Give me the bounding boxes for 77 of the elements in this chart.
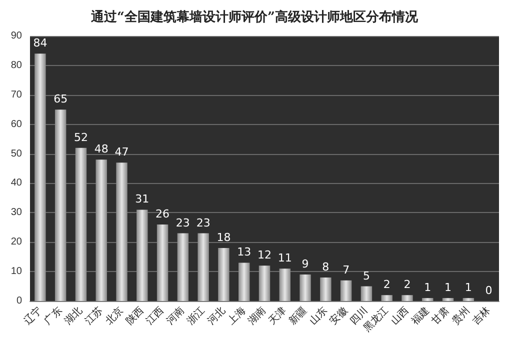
x-tick-label: 广东: [42, 304, 64, 328]
bar: [34, 54, 46, 301]
x-tick-label: 山西: [388, 304, 412, 328]
x-tick-label: 北京: [103, 304, 126, 328]
y-tick-label: 80: [10, 60, 22, 71]
x-tick-label: 浙江: [184, 304, 208, 328]
bar: [300, 274, 311, 301]
bar: [258, 266, 270, 301]
data-label: 23: [176, 216, 190, 230]
bar: [279, 268, 290, 301]
y-tick-label: 30: [10, 207, 22, 218]
data-label: 9: [302, 258, 309, 270]
bar: [177, 233, 189, 301]
y-tick-label: 50: [10, 148, 22, 160]
x-tick-label: 河南: [164, 304, 187, 328]
data-label: 26: [156, 207, 170, 220]
bar: [156, 224, 168, 301]
x-tick-label: 安徽: [327, 304, 350, 328]
x-tick-label: 江苏: [82, 304, 106, 328]
data-label: 23: [196, 216, 210, 230]
data-label: 13: [237, 246, 252, 259]
x-tick-label: 福建: [408, 304, 432, 328]
data-label: 18: [216, 231, 231, 244]
bar: [462, 298, 474, 301]
x-tick-label: 贵州: [450, 304, 472, 328]
bar: [136, 210, 148, 301]
data-label: 47: [114, 146, 129, 159]
data-label: 12: [258, 248, 272, 262]
data-label: 65: [54, 92, 68, 106]
bar: [402, 295, 413, 301]
data-label: 52: [74, 130, 88, 144]
x-tick-label: 湖北: [62, 304, 85, 328]
y-tick-label: 70: [10, 89, 22, 100]
y-tick-label: 0: [16, 296, 22, 306]
bar: [381, 295, 392, 301]
bar: [75, 148, 87, 301]
data-label: 8: [322, 260, 330, 274]
bar: [198, 233, 209, 301]
x-tick-label: 山东: [306, 304, 330, 328]
x-tick-label: 江西: [144, 304, 166, 328]
bar: [442, 298, 454, 301]
bar: [238, 262, 250, 301]
data-label: 31: [135, 192, 150, 206]
data-label: 84: [33, 36, 48, 50]
x-tick-label: 甘肃: [429, 304, 452, 328]
data-label: 2: [383, 278, 390, 292]
x-tick-label: 湖南: [246, 304, 268, 328]
bar: [320, 277, 332, 301]
data-label: 11: [278, 252, 292, 265]
x-tick-label: 陕西: [123, 304, 146, 328]
x-tick-label: 河北: [204, 304, 228, 328]
bar: [218, 248, 230, 301]
bar: [116, 162, 128, 301]
data-label: 5: [362, 269, 370, 282]
x-tick-label: 辽宁: [21, 304, 44, 328]
y-tick-label: 10: [10, 266, 22, 278]
y-tick-label: 40: [10, 178, 22, 189]
bar: [96, 160, 107, 301]
x-tick-label: 上海: [225, 304, 248, 328]
data-label: 1: [464, 281, 472, 294]
x-tick-label: 天津: [266, 304, 289, 328]
bar: [422, 298, 434, 301]
data-label: 1: [424, 281, 432, 294]
bar: [54, 110, 66, 301]
y-tick-label: 20: [10, 236, 22, 248]
bar: [360, 286, 372, 301]
data-label: 1: [444, 281, 452, 294]
chart-title: 通过“全国建筑幕墙设计师评价”高级设计师地区分布情况: [90, 9, 419, 25]
bar: [340, 280, 352, 301]
data-label: 0: [485, 284, 492, 297]
x-tick-label: 新疆: [286, 304, 310, 328]
y-tick-label: 90: [10, 30, 22, 42]
y-tick-label: 60: [10, 118, 22, 130]
x-tick-label: 吉林: [470, 304, 493, 328]
data-label: 48: [94, 142, 108, 156]
data-label: 7: [342, 263, 350, 276]
data-label: 2: [404, 278, 411, 292]
